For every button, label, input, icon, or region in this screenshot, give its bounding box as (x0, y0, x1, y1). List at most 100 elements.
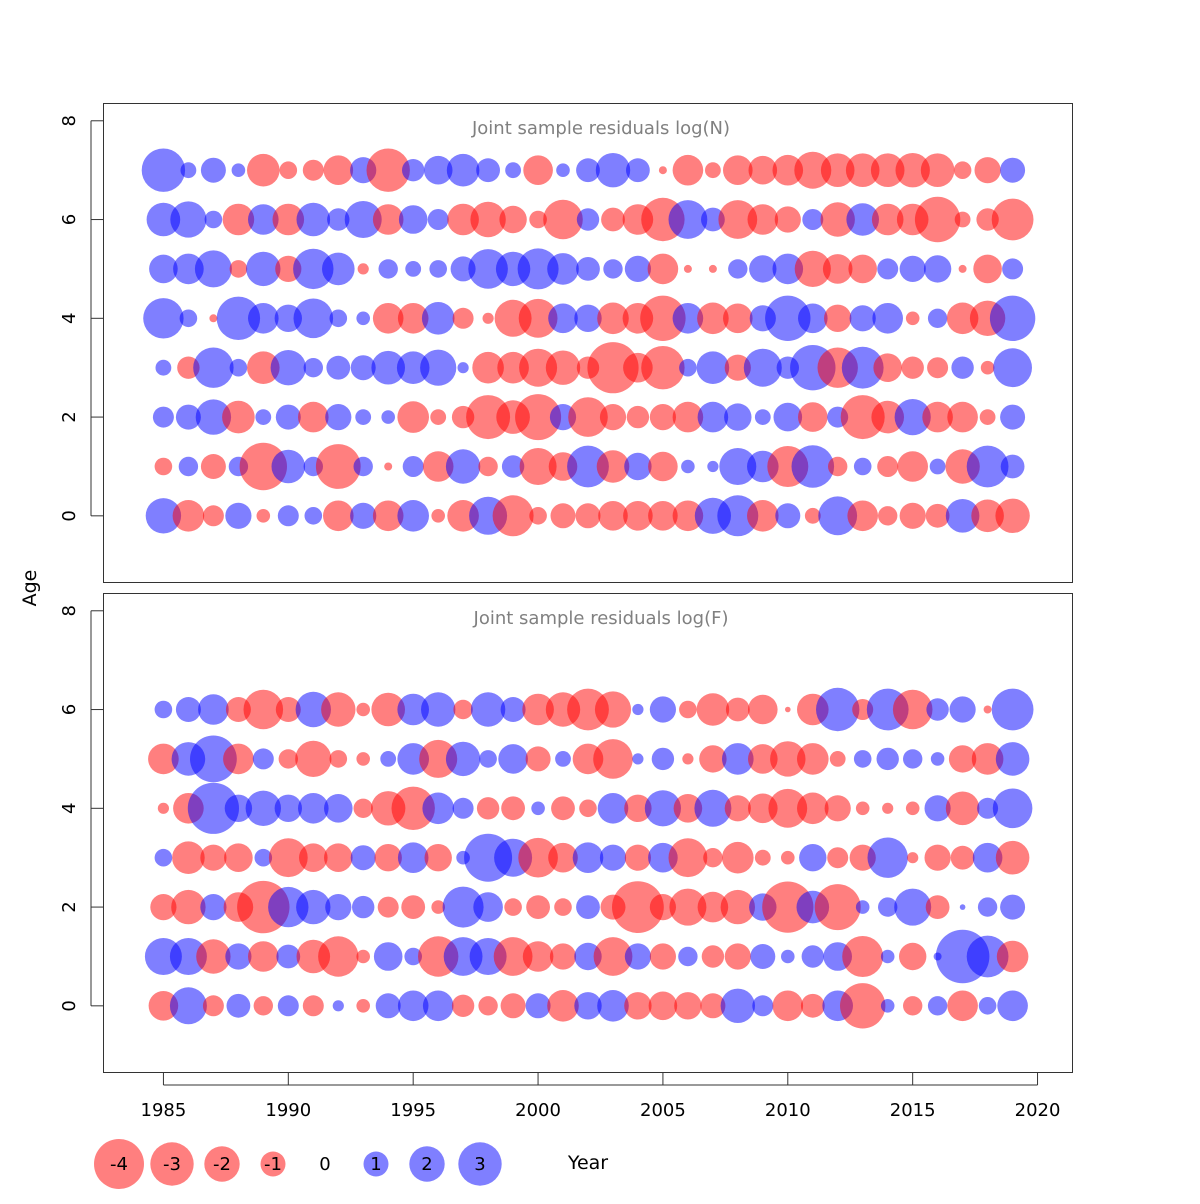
residual-bubble (350, 845, 376, 871)
panel-title: Joint sample residuals log(F) (473, 608, 729, 629)
residual-bubble (905, 801, 920, 816)
residual-bubble (980, 360, 995, 375)
residual-bubble (799, 844, 827, 872)
legend-bubble (204, 1146, 240, 1182)
residual-bubble (195, 399, 232, 435)
residual-bubble (329, 750, 348, 768)
residual-bubble (356, 311, 371, 326)
x-tick-label: 2000 (515, 1100, 561, 1121)
residual-bubble (824, 304, 852, 332)
residual-bubble (597, 302, 629, 335)
residual-bubble (673, 794, 703, 823)
residual-bubble (694, 789, 732, 827)
residual-bubble (899, 942, 927, 971)
legend-bubble (94, 1139, 144, 1189)
residual-bubble (820, 153, 855, 187)
residual-bubble (402, 159, 425, 182)
residual-bubble (802, 209, 824, 230)
residual-bubble (371, 350, 406, 385)
residual-bubble (626, 405, 650, 429)
residual-bubble (422, 990, 454, 1022)
residual-bubble (950, 845, 975, 870)
residual-bubble (914, 196, 961, 243)
residual-bubble (979, 409, 996, 425)
residual-bubble (907, 852, 919, 864)
residual-bubble (522, 693, 554, 726)
residual-bubble (255, 409, 272, 425)
residual-bubble (141, 148, 186, 192)
residual-bubble (593, 739, 633, 779)
residual-bubble (873, 353, 902, 383)
residual-bubble (927, 996, 948, 1016)
residual-bubble (371, 692, 406, 727)
residual-bubble (995, 498, 1030, 533)
residual-bubble (894, 888, 932, 926)
residual-bubble (640, 295, 686, 341)
residual-bubble (247, 941, 279, 972)
residual-bubble (329, 309, 348, 328)
residual-bubble (401, 895, 426, 919)
residual-bubble (298, 793, 329, 824)
residual-bubble (903, 749, 923, 769)
residual-bubble (697, 401, 729, 433)
residual-bubble (143, 298, 184, 339)
residual-bubble (762, 881, 814, 933)
panel-log-n: Joint sample residuals log(N) 0 2 4 6 8 (59, 103, 1073, 583)
residual-bubble (296, 889, 331, 925)
residual-bubble (555, 751, 571, 767)
residual-bubble (840, 395, 885, 440)
residual-bubble (187, 782, 239, 834)
residual-bubble (431, 900, 446, 914)
residual-bubble (468, 249, 508, 289)
residual-bubble (649, 894, 677, 921)
residual-bubble (246, 251, 281, 287)
residual-bubble (697, 891, 729, 923)
residual-bubble (992, 788, 1033, 829)
residual-bubble (155, 359, 172, 376)
residual-bubble (947, 990, 978, 1022)
residual-bubble (772, 154, 804, 186)
residual-bubble (421, 692, 456, 727)
residual-bubble (948, 745, 977, 773)
residual-bubble (701, 945, 725, 968)
residual-bubble (299, 843, 328, 872)
residual-bubble (194, 250, 232, 288)
residual-bubble (1000, 894, 1026, 920)
legend-label: -3 (163, 1154, 181, 1175)
residual-bubble (321, 692, 356, 727)
residual-bubble (429, 260, 448, 278)
residual-bubble (995, 840, 1030, 875)
residual-bubble (966, 935, 1009, 978)
residual-bubble (175, 697, 201, 722)
residual-bubble (200, 894, 227, 921)
residual-bubble (705, 162, 721, 179)
residual-bubble (420, 349, 457, 386)
residual-bubble (350, 355, 376, 381)
residual-bubble (797, 792, 829, 825)
residual-bubble (275, 697, 301, 722)
residual-bubble (949, 696, 976, 723)
residual-bubble (926, 698, 949, 721)
residual-bubble (750, 944, 776, 969)
residual-bubble (226, 993, 251, 1018)
residual-bubble (268, 886, 309, 928)
residual-bubble (296, 202, 331, 237)
residual-bubble (672, 401, 704, 433)
residual-bubble (445, 449, 481, 484)
residual-bubble (772, 253, 804, 285)
x-tick-label: 1995 (390, 1100, 436, 1121)
residual-bubble (372, 303, 404, 334)
residual-bubble (977, 797, 999, 819)
residual-bubble (225, 943, 252, 970)
residual-bubble (200, 454, 226, 479)
residual-bubble (674, 992, 702, 1020)
residual-bubble (419, 739, 458, 778)
residual-bubble (397, 693, 430, 726)
residual-bubble (1002, 258, 1024, 280)
residual-bubble (991, 198, 1034, 241)
residual-bubble (501, 455, 525, 478)
residual-bubble (547, 253, 579, 285)
residual-bubble (924, 795, 951, 822)
residual-bubble (924, 844, 951, 871)
